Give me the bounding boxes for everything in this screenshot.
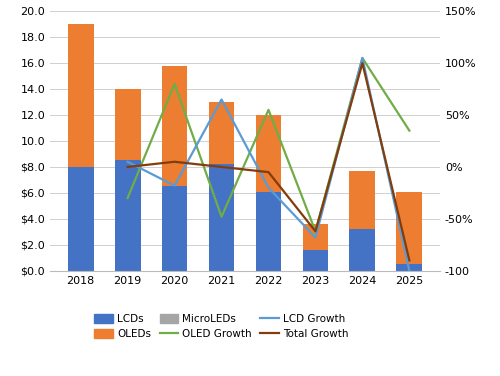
Total Growth [406,258,412,262]
OLED Growth [406,128,412,133]
LCD Growth [266,185,272,190]
OLED Growth [312,229,318,233]
Total Growth [124,165,130,169]
Bar [162,186,188,271]
Bar [208,164,234,271]
Bar [396,192,422,264]
OLED Growth [172,82,177,86]
Bar [350,229,376,271]
OLED Growth [218,214,224,219]
LCD Growth [360,56,366,60]
Bar [302,250,328,271]
Bar [68,24,94,167]
Line: Total Growth: Total Growth [128,63,410,260]
OLED Growth [124,196,130,200]
Bar [256,192,281,271]
Total Growth [218,165,224,169]
LCD Growth [218,97,224,102]
LCD Growth [312,235,318,240]
Total Growth [266,170,272,174]
Bar [114,89,140,161]
LCD Growth [124,159,130,164]
LCD Growth [172,183,177,188]
OLED Growth [360,56,366,60]
OLED Growth [266,108,272,112]
Line: OLED Growth: OLED Growth [128,58,410,231]
Bar [256,115,281,192]
Bar [114,161,140,271]
Total Growth [360,61,366,65]
Bar [208,102,234,164]
Bar [396,264,422,271]
Bar [350,171,376,229]
Bar [302,224,328,250]
Total Growth [172,159,177,164]
Line: LCD Growth: LCD Growth [128,58,410,271]
Bar [68,167,94,271]
Total Growth [312,229,318,233]
Bar [162,66,188,186]
Legend: LCDs, OLEDs, MicroLEDs, OLED Growth, LCD Growth, Total Growth: LCDs, OLEDs, MicroLEDs, OLED Growth, LCD… [90,310,353,343]
LCD Growth [406,268,412,273]
